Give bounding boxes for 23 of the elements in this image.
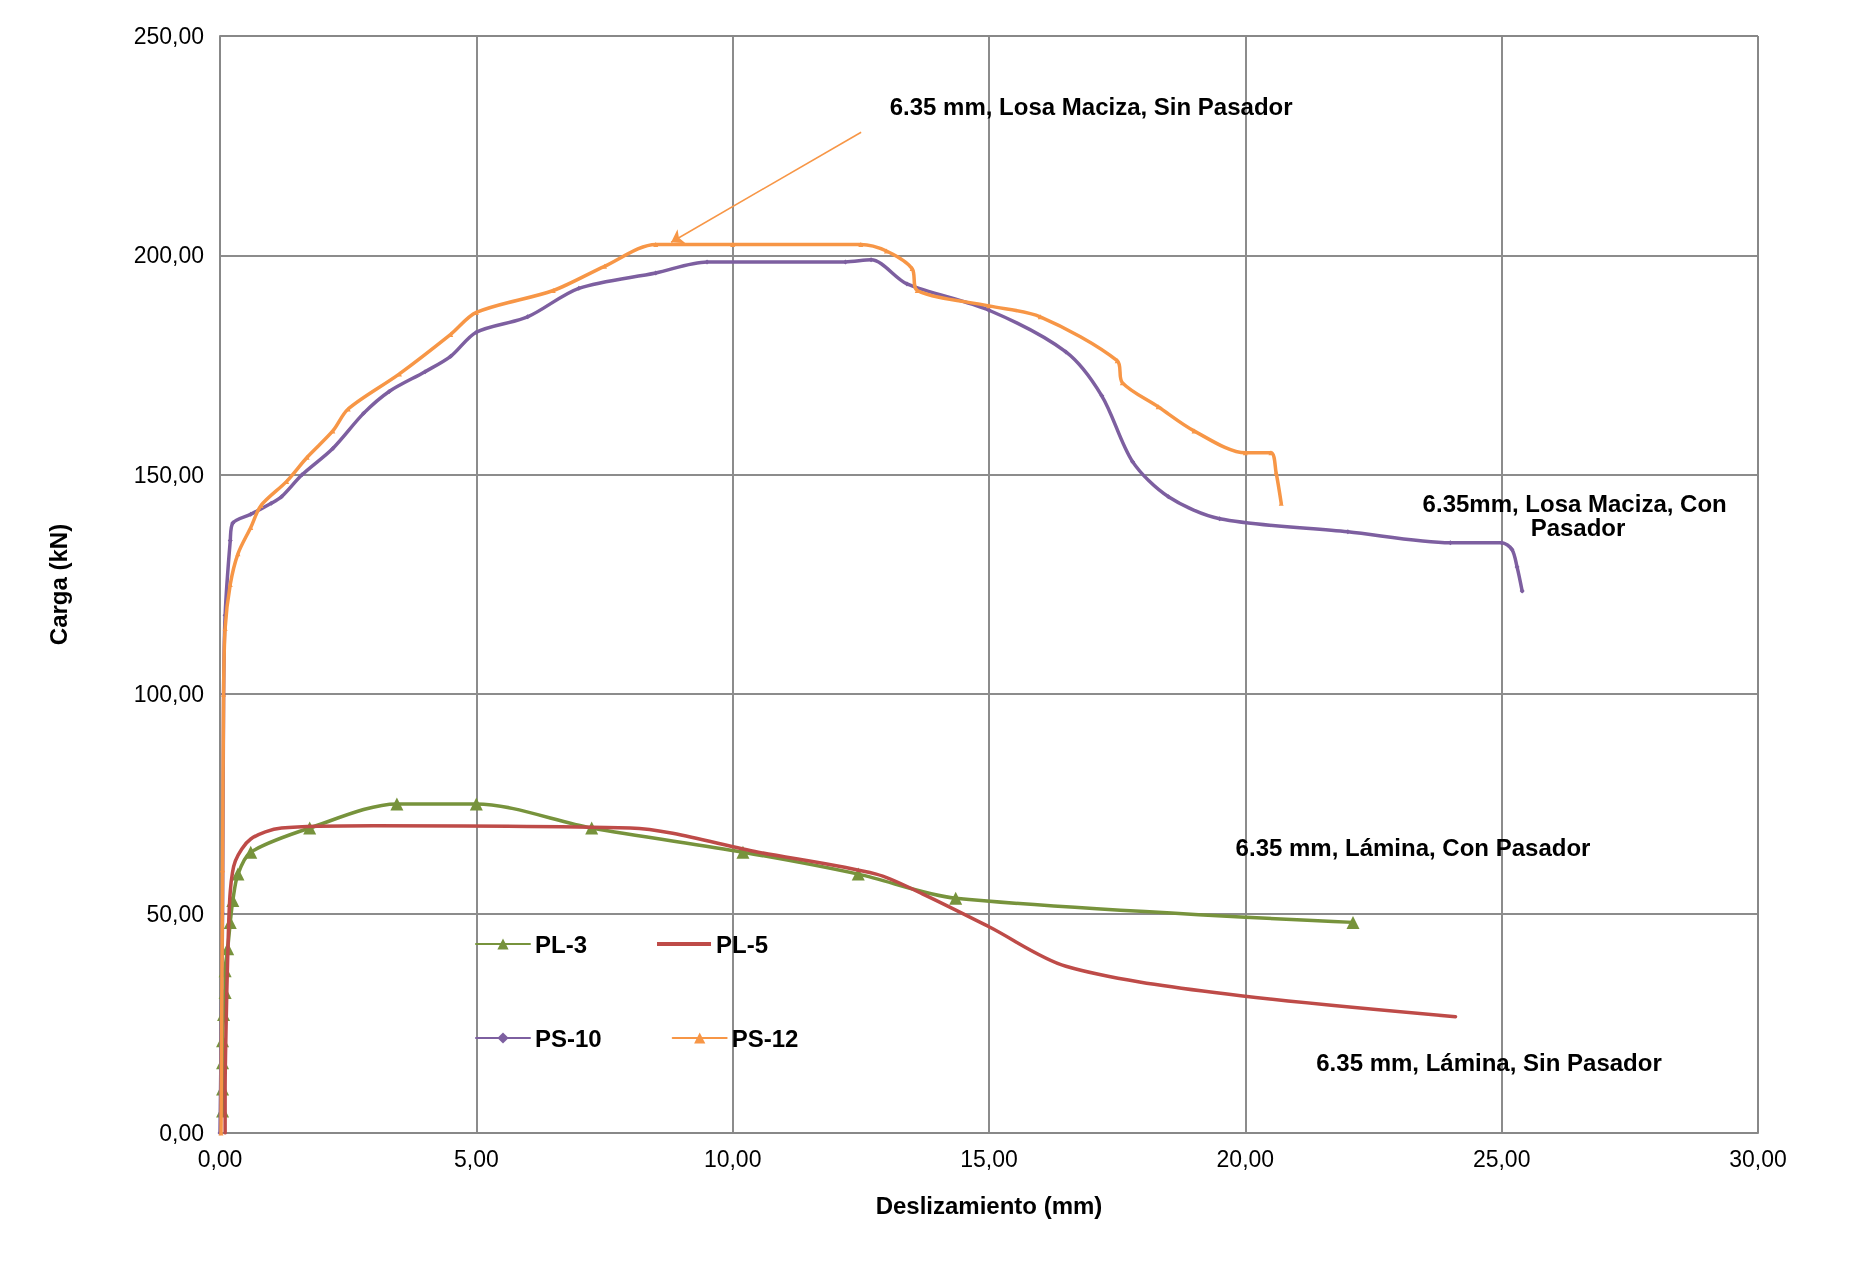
y-tick-label: 200,00 xyxy=(133,242,204,269)
x-tick-label: 15,00 xyxy=(960,1145,1018,1172)
x-tick-label: 30,00 xyxy=(1729,1145,1787,1172)
annotation: 6.35 mm, Lámina, Con Pasador xyxy=(1235,833,1591,861)
annotation: 6.35mm, Losa Maciza, Con Pasador xyxy=(1422,489,1734,541)
legend-label: PS-12 xyxy=(731,1024,799,1052)
annotation: 6.35 mm, Losa Maciza, Sin Pasador xyxy=(889,92,1293,120)
x-tick-label: 10,00 xyxy=(703,1145,762,1172)
x-tick-label: 20,00 xyxy=(1216,1145,1275,1172)
annotation: 6.35 mm, Lámina, Sin Pasador xyxy=(1316,1048,1662,1076)
x-tick-label: 25,00 xyxy=(1472,1145,1531,1172)
legend-label: PS-10 xyxy=(535,1024,602,1052)
y-tick-label: 50,00 xyxy=(146,900,204,927)
y-tick-label: 250,00 xyxy=(133,23,204,49)
y-axis-title: Carga (kN) xyxy=(44,523,72,646)
y-tick-label: 0,00 xyxy=(159,1120,204,1146)
x-tick-label: 5,00 xyxy=(453,1145,499,1172)
x-axis-title: Deslizamiento (mm) xyxy=(875,1191,1103,1219)
y-tick-label: 100,00 xyxy=(133,681,204,708)
y-tick-label: 150,00 xyxy=(133,461,204,488)
legend-label: PL-3 xyxy=(535,930,588,958)
x-tick-label: 0,00 xyxy=(197,1145,243,1172)
legend-label: PL-5 xyxy=(716,930,769,958)
